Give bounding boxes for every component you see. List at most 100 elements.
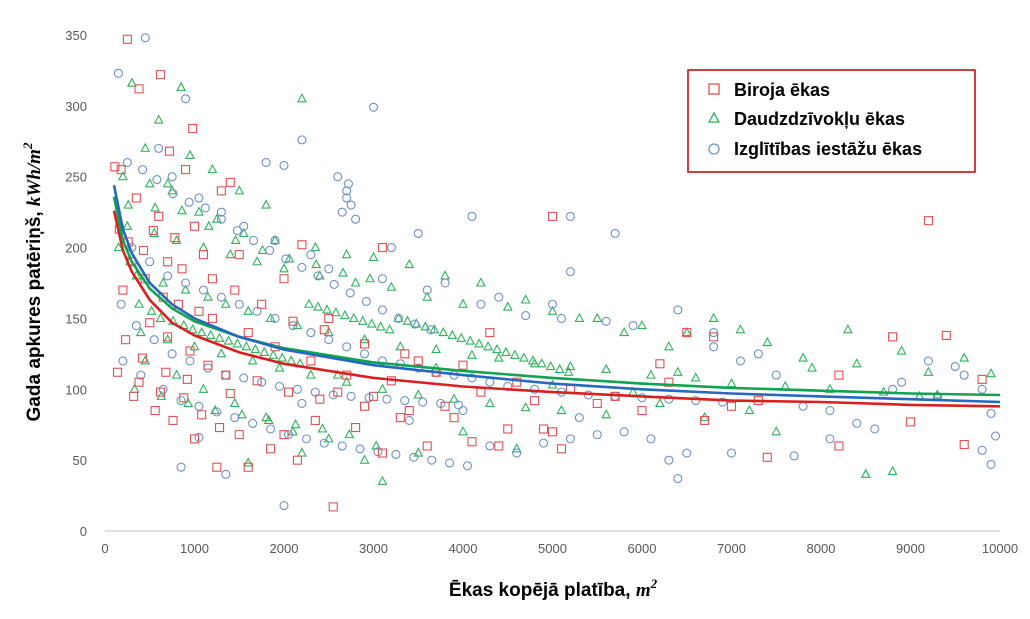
data-point-izglitibas <box>234 299 244 309</box>
data-point-biroja <box>207 274 217 284</box>
data-point-daudzdzivoklu <box>402 315 413 325</box>
data-point-daudzdzivoklu <box>198 383 209 393</box>
data-point-biroja <box>959 440 969 450</box>
trendline-izglitibas <box>112 184 1001 404</box>
data-point-biroja <box>449 413 459 423</box>
data-point-biroja <box>194 306 204 316</box>
data-point-daudzdzivoklu <box>368 251 379 262</box>
data-point-daudzdzivoklu <box>155 312 166 322</box>
y-axis-ticks: 0 50 100 150 200 250 300 350 <box>65 28 87 539</box>
data-point-daudzdzivoklu <box>296 447 307 457</box>
data-point-izglitibas <box>261 157 271 168</box>
data-point-biroja <box>112 367 123 377</box>
data-point-biroja <box>288 316 298 326</box>
data-point-izglitibas <box>301 434 311 444</box>
data-point-izglitibas <box>342 342 352 352</box>
data-point-daudzdzivoklu <box>140 355 151 365</box>
data-point-biroja <box>292 455 302 465</box>
x-tick-label: 9000 <box>896 541 925 556</box>
data-point-izglitibas <box>789 451 799 461</box>
x-tick-label: 6000 <box>628 541 657 556</box>
data-point-daudzdzivoklu <box>113 241 124 252</box>
data-point-izglitibas <box>198 285 208 295</box>
data-point-izglitibas <box>512 448 522 458</box>
data-point-daudzdzivoklu <box>153 114 164 124</box>
data-point-daudzdzivoklu <box>509 349 520 359</box>
data-point-daudzdzivoklu <box>135 326 146 337</box>
data-point-daudzdzivoklu <box>375 321 386 331</box>
data-point-daudzdzivoklu <box>429 324 440 334</box>
data-point-izglitibas <box>329 279 339 289</box>
data-point-izglitibas <box>382 394 392 404</box>
data-point-izglitibas <box>145 257 155 267</box>
data-point-daudzdzivoklu <box>203 220 214 230</box>
data-point-izglitibas <box>270 235 280 246</box>
data-point-biroja <box>655 359 665 369</box>
data-point-daudzdzivoklu <box>484 397 495 408</box>
data-point-daudzdzivoklu <box>304 298 314 308</box>
data-point-daudzdzivoklu <box>431 343 442 354</box>
data-point-daudzdzivoklu <box>225 248 236 259</box>
data-point-izglitibas <box>140 33 150 43</box>
data-point-daudzdzivoklu <box>592 312 603 322</box>
data-point-daudzdzivoklu <box>744 404 755 415</box>
data-point-biroja <box>234 250 244 260</box>
data-point-daudzdzivoklu <box>619 326 630 337</box>
data-point-izglitibas <box>565 267 575 277</box>
data-point-daudzdzivoklu <box>456 332 467 342</box>
data-point-izglitibas <box>610 228 620 238</box>
legend-marker-daudzdzivoklu <box>707 111 721 123</box>
data-point-biroja <box>310 415 320 426</box>
data-point-biroja <box>182 374 192 384</box>
data-point-daudzdzivoklu <box>229 397 240 408</box>
data-point-izglitibas <box>221 370 231 380</box>
data-point-biroja <box>377 448 388 458</box>
data-point-biroja <box>116 165 126 175</box>
data-point-daudzdzivoklu <box>735 324 746 334</box>
data-point-izglitibas <box>346 200 356 210</box>
data-point-biroja <box>221 370 231 380</box>
data-point-daudzdzivoklu <box>203 291 213 301</box>
data-point-biroja <box>530 396 540 406</box>
data-point-biroja <box>315 394 325 404</box>
data-point-biroja <box>333 387 343 397</box>
data-point-izglitibas <box>239 373 249 383</box>
data-point-biroja <box>170 233 180 243</box>
x-tick-label: 3000 <box>359 541 388 556</box>
data-point-biroja <box>163 257 173 267</box>
data-point-izglitibas <box>216 214 226 224</box>
data-point-izglitibas <box>216 207 226 217</box>
data-point-izglitibas <box>530 384 540 394</box>
data-point-daudzdzivoklu <box>708 312 719 322</box>
data-point-izglitibas <box>959 370 969 380</box>
data-point-izglitibas <box>185 356 195 366</box>
data-point-daudzdzivoklu <box>384 324 395 334</box>
data-point-biroja <box>198 250 208 260</box>
y-tick-label: 100 <box>65 382 87 397</box>
data-point-biroja <box>319 325 329 335</box>
data-point-daudzdzivoklu <box>377 475 388 485</box>
data-point-izglitibas <box>274 381 285 392</box>
data-point-daudzdzivoklu <box>126 77 137 87</box>
data-point-izglitibas <box>646 434 656 444</box>
data-point-biroja <box>664 377 674 387</box>
data-point-biroja <box>404 405 414 416</box>
data-point-izglitibas <box>556 313 567 323</box>
data-point-daudzdzivoklu <box>574 312 585 322</box>
data-point-izglitibas <box>825 434 835 444</box>
data-point-daudzdzivoklu <box>413 447 424 457</box>
data-point-daudzdzivoklu <box>313 301 323 311</box>
data-point-izglitibas <box>410 319 420 329</box>
data-point-daudzdzivoklu <box>474 338 485 348</box>
data-point-daudzdzivoklu <box>520 402 531 412</box>
data-point-daudzdzivoklu <box>134 298 144 308</box>
data-point-izglitibas <box>212 407 222 417</box>
data-point-daudzdzivoklu <box>556 404 567 415</box>
data-point-daudzdzivoklu <box>690 372 701 382</box>
legend: Biroja ēkas Daudzdzīvokļu ēkas Izglītība… <box>687 69 976 173</box>
trendline-biroja <box>112 210 1001 408</box>
data-point-izglitibas <box>664 455 674 465</box>
data-point-daudzdzivoklu <box>241 341 252 351</box>
data-point-biroja <box>888 332 898 342</box>
data-point-daudzdzivoklu <box>123 199 134 209</box>
